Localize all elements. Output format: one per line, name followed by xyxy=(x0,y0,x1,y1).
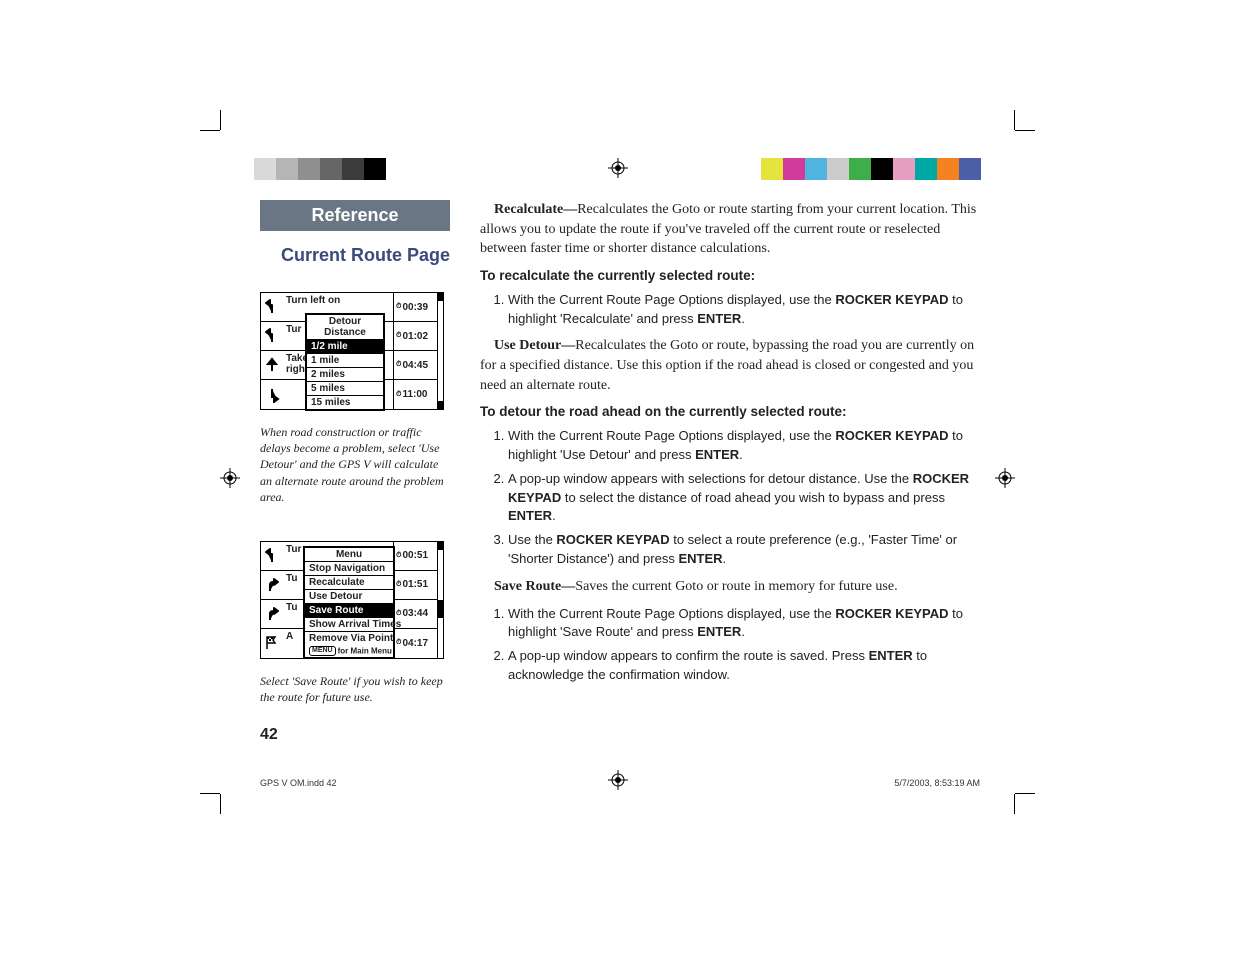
detour-distance-popup: Detour Distance 1/2 mile1 mile2 miles5 m… xyxy=(305,313,385,411)
popup-item: Recalculate xyxy=(305,576,393,590)
popup-item: 2 miles xyxy=(307,368,383,382)
popup-footer: MENUfor Main Menu xyxy=(305,645,393,657)
popup-item: 1/2 mile xyxy=(307,340,383,354)
route-time: ⏱04:45 xyxy=(393,351,437,379)
footer-date: 5/7/2003, 8:53:19 AM xyxy=(894,778,980,788)
caption-1: When road construction or traffic delays… xyxy=(260,424,450,505)
popup-title: Detour Distance xyxy=(307,315,383,340)
color-bar-right xyxy=(761,158,981,180)
page: Reference Current Route Page Turn left o… xyxy=(0,0,1235,954)
scrollbar xyxy=(437,542,443,658)
popup-item: Use Detour xyxy=(305,590,393,604)
route-time: ⏱01:02 xyxy=(393,322,437,350)
arrow-left-up-icon xyxy=(261,293,283,321)
route-time: ⏱01:51 xyxy=(393,571,437,599)
registration-mark-icon xyxy=(995,468,1015,488)
arrow-left-up-icon xyxy=(261,542,283,570)
screenshot-detour-distance: Turn left on⏱00:39Tur⏱01:02Takeright⏱04:… xyxy=(260,292,444,410)
page-number: 42 xyxy=(260,726,278,744)
caption-2: Select 'Save Route' if you wish to keep … xyxy=(260,673,450,705)
route-time: ⏱00:51 xyxy=(393,542,437,570)
arrow-up-icon xyxy=(261,351,283,379)
section-title: Current Route Page xyxy=(260,245,450,266)
route-time: ⏱00:39 xyxy=(393,293,437,321)
popup-item: Show Arrival Times xyxy=(305,618,393,632)
flag-icon xyxy=(261,629,283,658)
footer: GPS V OM.indd 42 5/7/2003, 8:53:19 AM xyxy=(260,778,980,788)
popup-item: Remove Via Point xyxy=(305,632,393,645)
arrow-right-turn-icon xyxy=(261,571,283,599)
popup-item: Save Route xyxy=(305,604,393,618)
screenshot-menu: Tur⏱00:51Tu⏱01:51Tu⏱03:44A⏱04:17 Menu St… xyxy=(260,541,444,659)
arrow-right-turn-icon xyxy=(261,600,283,628)
popup-item: Stop Navigation xyxy=(305,562,393,576)
footer-file: GPS V OM.indd 42 xyxy=(260,778,337,788)
registration-mark-icon xyxy=(608,158,628,178)
reference-title: Reference xyxy=(260,200,450,231)
color-bar-left xyxy=(254,158,386,180)
arrow-left-up-icon xyxy=(261,322,283,350)
route-time: ⏱04:17 xyxy=(393,629,437,658)
popup-item: 15 miles xyxy=(307,396,383,409)
popup-title: Menu xyxy=(305,548,393,562)
popup-item: 1 mile xyxy=(307,354,383,368)
menu-popup: Menu Stop NavigationRecalculateUse Detou… xyxy=(303,546,395,659)
arrow-down-right-icon xyxy=(261,380,283,409)
popup-item: 5 miles xyxy=(307,382,383,396)
scrollbar xyxy=(437,293,443,409)
registration-mark-icon xyxy=(220,468,240,488)
body-text: Recalculate—Recalculates the Goto or rou… xyxy=(480,200,980,705)
route-time: ⏱11:00 xyxy=(393,380,437,409)
